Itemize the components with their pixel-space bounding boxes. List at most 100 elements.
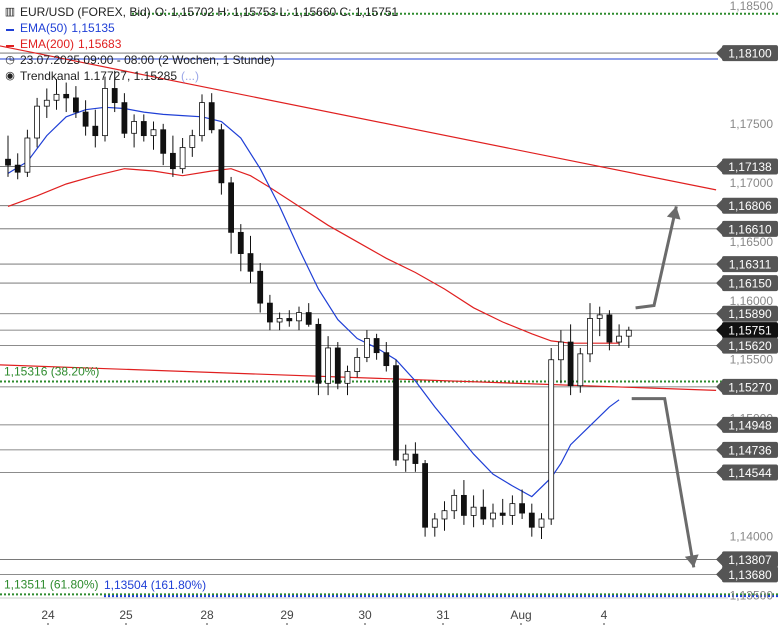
price-badge: [722, 337, 778, 354]
candle-body: [102, 88, 108, 137]
ohlc-values: O: 1,15702 H: 1,15753 L: 1,15660 C: 1,15…: [154, 5, 399, 19]
candle-body: [393, 365, 399, 461]
candle-body: [34, 105, 40, 139]
price-badge: [722, 464, 778, 481]
candle-body: [325, 347, 332, 384]
candle-body: [63, 93, 70, 99]
price-badge-pointer: [716, 443, 722, 456]
price-badge: [722, 416, 778, 433]
price-badge-label: 1,15890: [728, 307, 772, 321]
candle-body: [538, 518, 545, 528]
candle-body: [218, 129, 225, 184]
candle-body: [53, 93, 60, 101]
candle-body: [276, 318, 283, 323]
price-badge-pointer: [716, 380, 722, 393]
candle-body: [528, 512, 535, 528]
candle-body: [237, 231, 244, 254]
ema200-label: EMA(200): [20, 37, 75, 51]
candle-body: [587, 318, 593, 355]
x-tick-label: Aug: [510, 608, 531, 622]
legend-ema50-row[interactable]: EMA(50) 1,15135: [4, 20, 398, 36]
fibo-label: 1,13504 (161.80%): [104, 578, 206, 592]
level-lines: [0, 52, 718, 575]
y-tick-label: 1,17500: [730, 117, 774, 131]
x-tick-label: 28: [200, 608, 214, 622]
trend-label: Trendkanal: [20, 69, 80, 83]
price-badge: [722, 551, 778, 568]
candle-body: [208, 102, 215, 131]
candle-body: [43, 99, 50, 107]
arrow-head: [666, 206, 681, 220]
y-tick-label: 1,15500: [730, 353, 774, 367]
x-tick-label: 25: [119, 608, 133, 622]
legend-ema200-row[interactable]: EMA(200) 1,15683: [4, 36, 398, 52]
price-badge: [722, 305, 778, 322]
candle-body: [596, 314, 603, 319]
price-badge-pointer: [716, 466, 722, 479]
x-tick-label: 24: [41, 608, 55, 622]
y-tick-label: 1,14000: [730, 530, 774, 544]
legend-trend-row[interactable]: ◉ Trendkanal 1.17727, 1.15285 (...): [4, 68, 398, 84]
candle-body: [625, 329, 632, 337]
price-badge-label: 1,17138: [728, 160, 772, 174]
x-tick-label: 29: [280, 608, 294, 622]
y-tick-label: 1,13500: [730, 589, 774, 603]
candle-body: [189, 135, 196, 148]
price-badge-label: 1,15751: [728, 324, 772, 338]
ema50-label: EMA(50): [20, 21, 68, 35]
price-badge: [722, 197, 778, 214]
legend-period-row: ◷ 23.07.2025 09:00 - 08:00 (2 Wochen, 1 …: [4, 52, 398, 68]
price-badge-label: 1,14948: [728, 418, 772, 432]
price-badge: [722, 378, 778, 395]
candle-body: [354, 356, 361, 372]
price-badge-pointer: [716, 47, 722, 60]
x-tick-label: 30: [358, 608, 372, 622]
candle-body: [266, 302, 273, 323]
candle-body: [121, 102, 128, 134]
fibonacci-lines: [0, 12, 780, 598]
price-badge: [722, 275, 778, 292]
candle-body: [373, 338, 380, 354]
candle-body: [577, 353, 584, 387]
candle-body: [286, 318, 293, 322]
candle-body: [169, 152, 176, 170]
price-badge: [722, 441, 778, 458]
instrument-label: EUR/USD (FOREX, Bid): [20, 5, 151, 19]
candle-body: [305, 312, 312, 325]
x-axis: 24 25 28 29 30 31 Aug 4: [0, 597, 728, 625]
candle-body: [73, 97, 79, 113]
price-badge: [722, 220, 778, 237]
trend-values: 1.17727, 1.15285: [83, 69, 178, 83]
scenario-arrow: [631, 397, 696, 568]
ema50-swatch-icon: [4, 20, 16, 36]
price-badge-pointer: [716, 277, 722, 290]
candle-body: [480, 506, 487, 520]
price-badge-label: 1,15620: [728, 339, 772, 353]
scenario-arrows: [631, 206, 699, 568]
price-badge-label: 1,15270: [728, 380, 772, 394]
trend-line: [0, 45, 717, 191]
price-badge: [722, 322, 778, 339]
candle-body: [451, 494, 458, 512]
candle-body: [131, 121, 138, 134]
price-badge-label: 1,16311: [729, 258, 772, 272]
candle-body: [402, 453, 409, 461]
price-badge-label: 1,16150: [728, 277, 772, 291]
y-tick-label: 1,17000: [730, 176, 774, 190]
candle-body: [179, 147, 186, 170]
fibo-label: 1,13511 (61.80%): [4, 577, 99, 591]
fibo-label: 1,15316 (38.20%): [4, 364, 99, 378]
y-axis: 1,18500 1,17500 1,17000 1,16500 1,16000 1,155…: [730, 0, 774, 603]
y-tick-label: 1,16000: [730, 294, 774, 308]
candle-body: [567, 341, 574, 387]
candle-body: [431, 518, 438, 528]
candle-body: [150, 129, 157, 137]
price-badge-label: 1,16806: [728, 199, 772, 213]
period-range: 23.07.2025 09:00 - 08:00: [20, 53, 155, 67]
candle-body: [460, 494, 467, 516]
ema50-line: [7, 106, 620, 498]
candle-body: [470, 506, 477, 516]
candle-body: [92, 125, 99, 137]
y-tick-label: 1,16500: [730, 235, 774, 249]
